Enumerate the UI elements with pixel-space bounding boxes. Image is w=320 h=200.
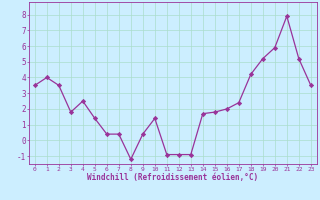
X-axis label: Windchill (Refroidissement éolien,°C): Windchill (Refroidissement éolien,°C)	[87, 173, 258, 182]
